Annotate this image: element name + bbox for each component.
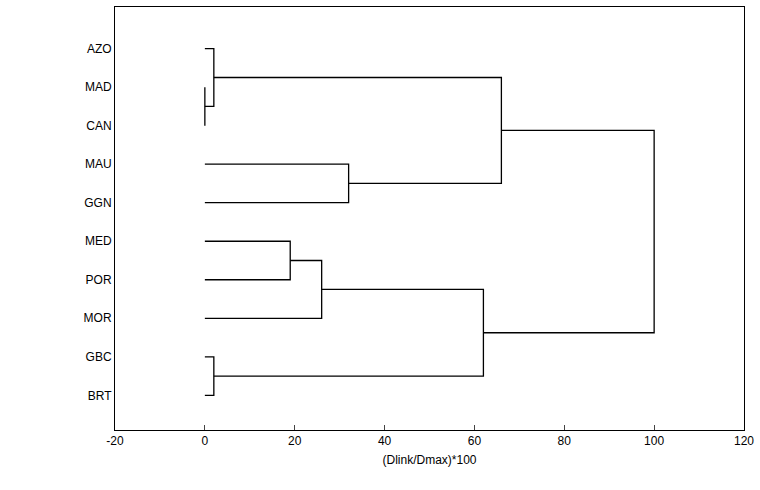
svg-text:MOR: MOR [84,311,112,325]
svg-text:MAD: MAD [85,80,112,94]
svg-text:GBC: GBC [86,350,112,364]
svg-text:GGN: GGN [84,196,111,210]
svg-text:-20: -20 [106,434,124,448]
svg-text:POR: POR [86,273,112,287]
svg-text:CAN: CAN [86,119,111,133]
svg-text:80: 80 [558,434,572,448]
svg-text:100: 100 [644,434,664,448]
svg-text:(Dlink/Dmax)*100: (Dlink/Dmax)*100 [382,453,476,467]
svg-text:40: 40 [378,434,392,448]
svg-text:20: 20 [288,434,302,448]
svg-text:BRT: BRT [88,389,112,403]
svg-text:MED: MED [85,234,112,248]
svg-text:60: 60 [468,434,482,448]
svg-text:120: 120 [734,434,754,448]
svg-text:AZO: AZO [87,42,112,56]
svg-text:0: 0 [202,434,209,448]
svg-text:MAU: MAU [85,157,112,171]
